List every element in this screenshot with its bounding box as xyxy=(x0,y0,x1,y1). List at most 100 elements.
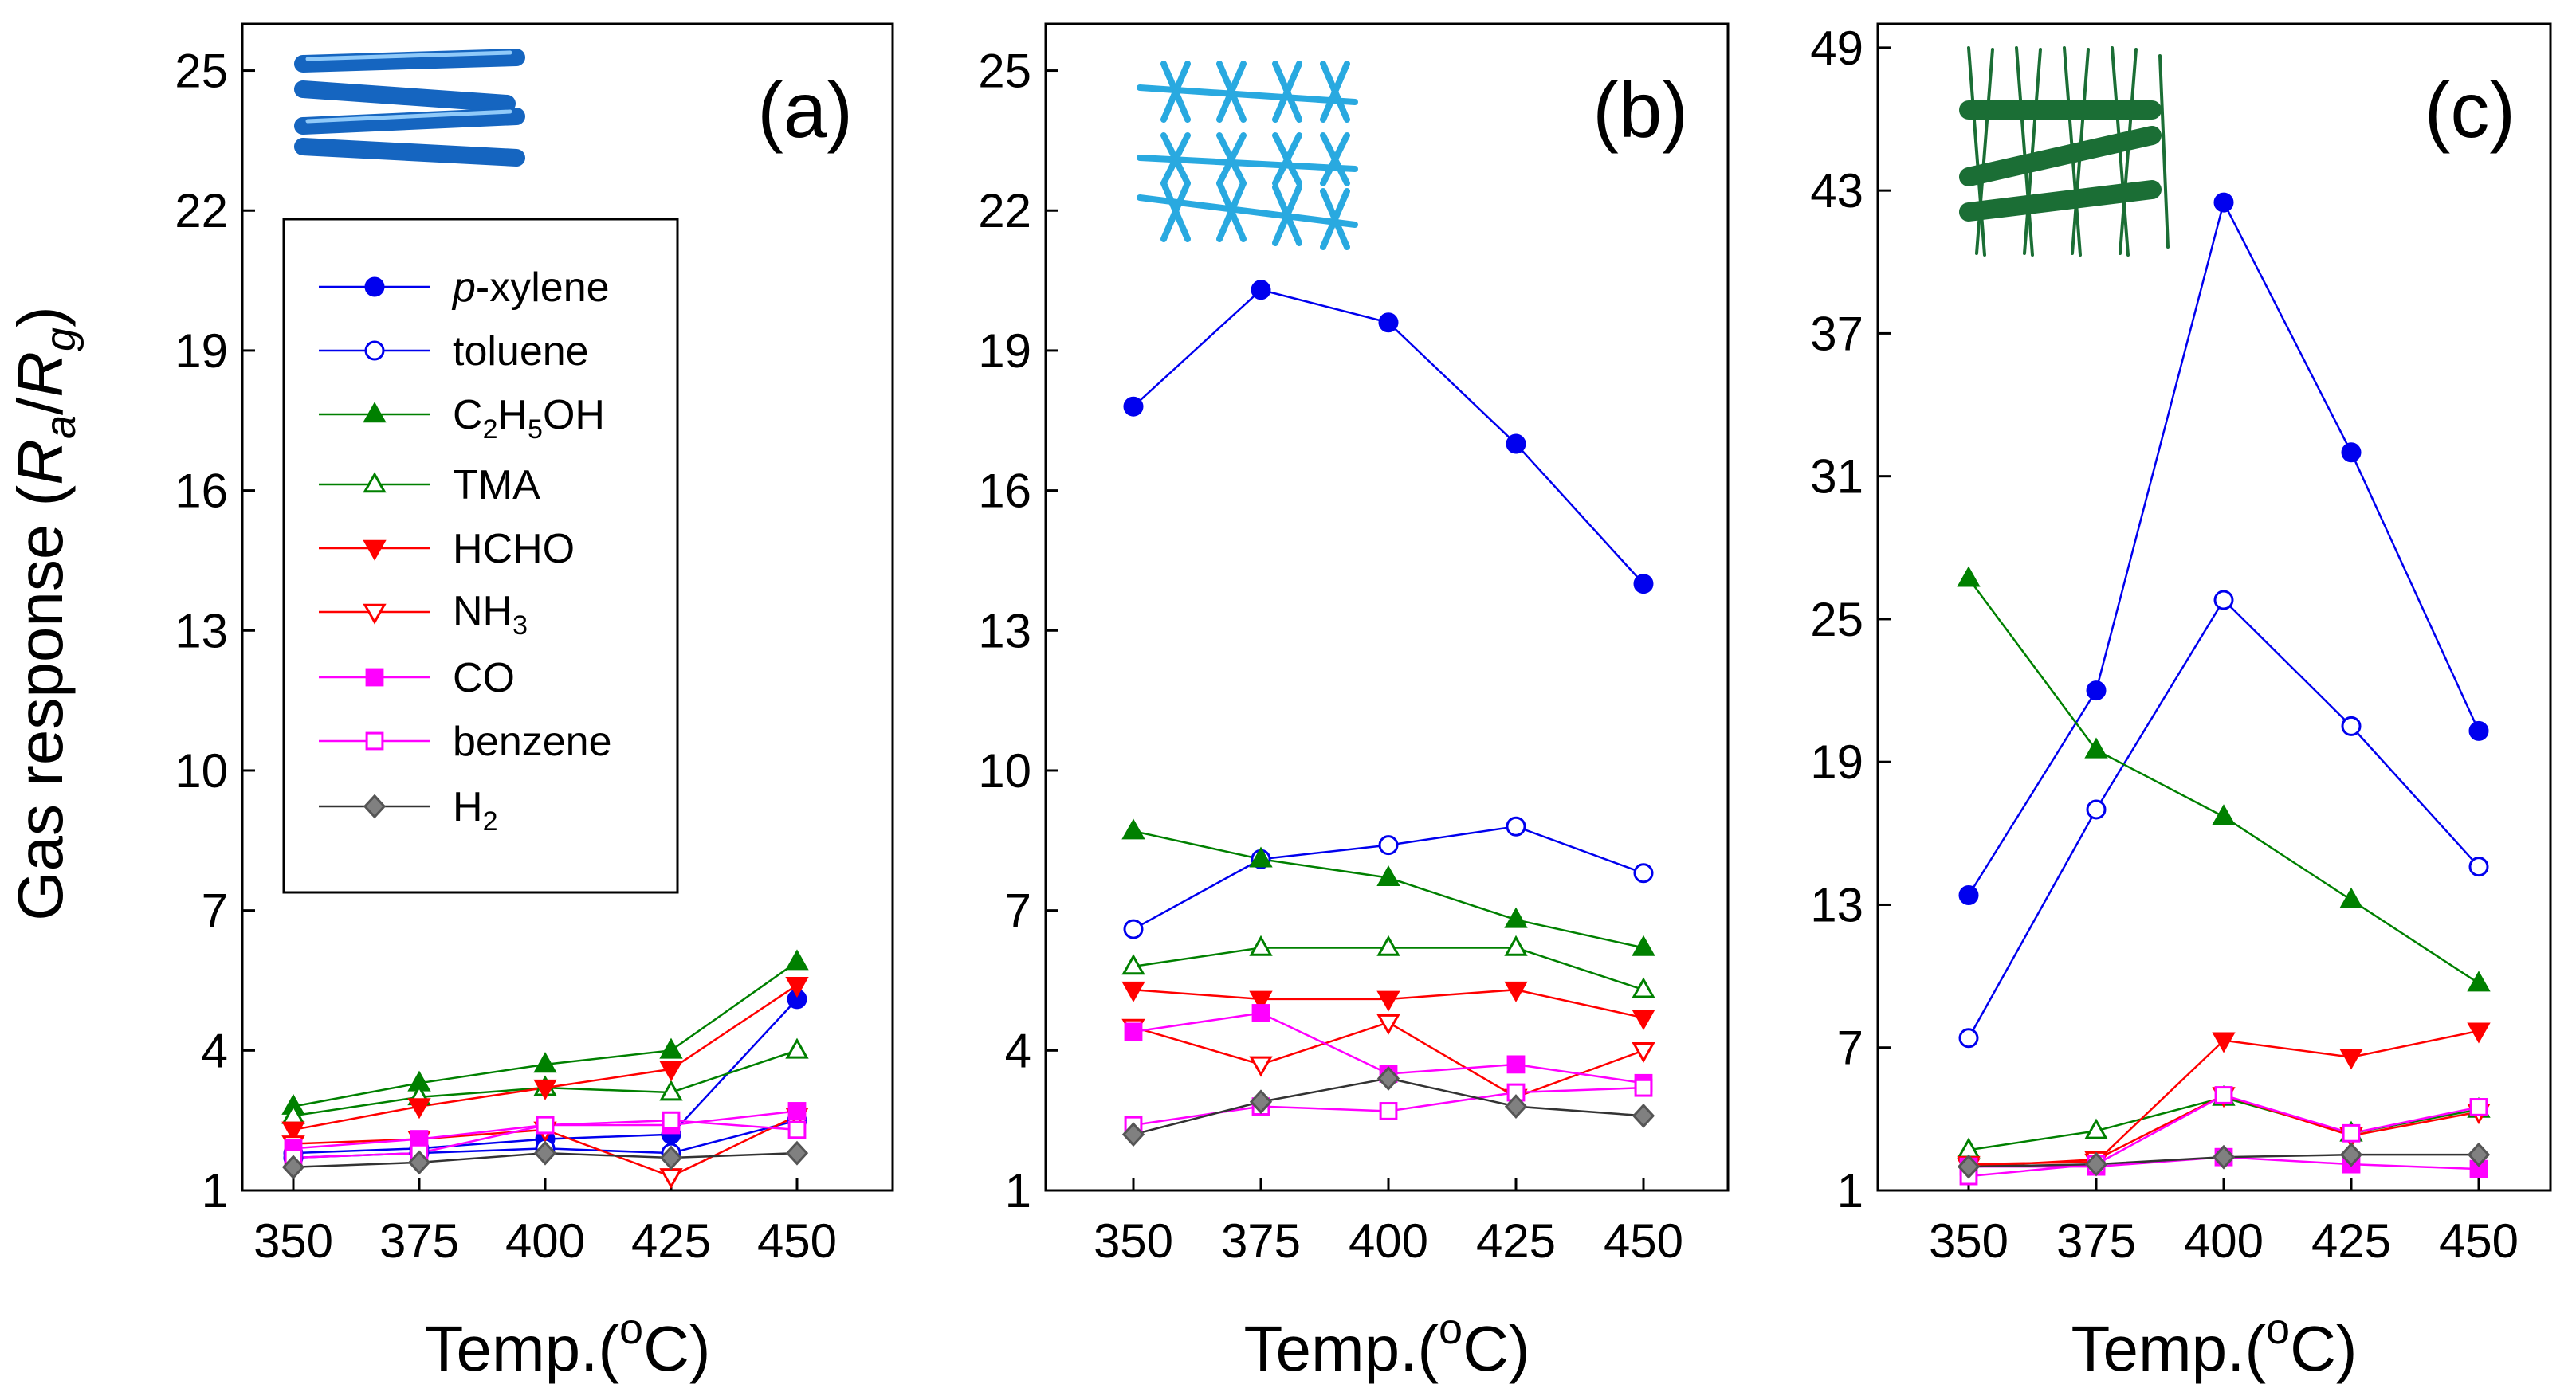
panel-c-y-tick-label: 13 xyxy=(1810,878,1863,931)
panel-c-series-line-pxylene xyxy=(1967,199,2480,896)
panel-c-data-point-c2h5oh xyxy=(2212,804,2236,825)
panel-a-y-tick-label: 1 xyxy=(202,1164,228,1218)
nanorod-bundle-icon xyxy=(294,49,525,167)
panel-b-y-tick-label: 22 xyxy=(978,184,1031,237)
panel-a-data-point-h2 xyxy=(659,1145,683,1171)
panel-a-x-axis-title: Temp.(oC) xyxy=(425,1305,711,1384)
panel-a-data-point-co xyxy=(787,1102,807,1120)
panel-b-data-point-hcho xyxy=(1632,1010,1655,1031)
legend-label-benzene: benzene xyxy=(453,719,612,765)
panel-b-data-point-nh3 xyxy=(1632,1042,1655,1064)
panel-c-x-tick-label: 400 xyxy=(2184,1214,2264,1268)
panel-c-x-axis-title-degree: o xyxy=(2266,1305,2290,1353)
panel-c-y-tick-label: 25 xyxy=(1810,593,1863,646)
y-axis-title-sub-a: a xyxy=(37,415,84,439)
legend-label-c2h5oh: C2H5OH xyxy=(453,392,605,445)
y-axis-title-r1: R xyxy=(5,439,76,485)
panel-c-tag: (c) xyxy=(2425,66,2515,154)
panel-b-x-axis-title: Temp.(oC) xyxy=(1244,1305,1530,1384)
panel-b-y-tick-label: 1 xyxy=(1005,1164,1031,1218)
panel-b-data-point-h2 xyxy=(1632,1103,1655,1128)
panel-b-data-point-benzene xyxy=(1379,1102,1398,1120)
panel-c-x-tick-label: 375 xyxy=(2056,1214,2136,1268)
panel-b-tag: (b) xyxy=(1592,66,1688,154)
legend-marker-hcho xyxy=(363,539,387,561)
legend-marker-co xyxy=(365,668,384,687)
panel-c-y-tick-label: 43 xyxy=(1810,164,1863,218)
panel-b-x-axis-title-degree: o xyxy=(1439,1305,1463,1353)
legend-label-co: CO xyxy=(453,655,515,701)
panel-b-data-point-hcho xyxy=(1504,981,1528,1002)
panel-b-data-point-nh3 xyxy=(1249,1056,1273,1077)
panel-b-y-tick-label: 13 xyxy=(978,604,1031,657)
panel-c-data-point-toluene xyxy=(2341,716,2362,736)
panel-b-y-tick-label: 7 xyxy=(1005,884,1031,938)
legend-label-c2h5oh-oh: OH xyxy=(543,392,605,438)
panel-b-data-point-co xyxy=(1251,1004,1270,1022)
legend-marker-c2h5oh xyxy=(363,402,387,423)
panel-b-data-point-c2h5oh xyxy=(1121,818,1145,840)
panel-c-plot xyxy=(1957,192,2491,1186)
panel-a-x-tick-label: 350 xyxy=(253,1214,333,1268)
panel-b-x-tick-label: 450 xyxy=(1604,1214,1683,1268)
panel-b-x-tick-label: 350 xyxy=(1094,1214,1173,1268)
panel-a-x-tick-label: 450 xyxy=(757,1214,837,1268)
panel-b-data-point-c2h5oh xyxy=(1504,907,1528,928)
panel-b-data-point-h2 xyxy=(1121,1122,1145,1147)
legend-label-pxylene-rest: -xylene xyxy=(476,265,610,311)
panel-a-y-tick-label: 22 xyxy=(175,184,228,237)
panel-c-y-tick-label: 19 xyxy=(1810,735,1863,789)
panel-c-data-point-toluene xyxy=(2468,857,2489,877)
panel-b-y-tick-label: 25 xyxy=(978,45,1031,98)
panel-a-data-point-hcho xyxy=(785,977,809,998)
panel-c-x-axis-title-prefix: Temp.( xyxy=(2071,1313,2267,1384)
panel-b-series-line-pxylene xyxy=(1133,288,1644,585)
y-axis-title-r2: R xyxy=(5,351,76,398)
panel-a-frame xyxy=(241,22,894,1192)
legend-label-c2h5oh-sub1: 2 xyxy=(483,414,498,445)
legend-label-tma: TMA xyxy=(453,462,540,508)
panel-c-data-point-toluene xyxy=(1958,1028,1979,1049)
panel-a-tag: (a) xyxy=(757,66,853,154)
panel-a-data-point-c2h5oh xyxy=(533,1052,557,1073)
panel-c-data-point-tma xyxy=(2084,1118,2108,1139)
panel-b-inset-nanostructure-icon xyxy=(1137,61,1358,250)
panel-b-data-point-pxylene xyxy=(1506,433,1526,454)
legend-label-h2: H2 xyxy=(453,784,497,837)
panel-a-data-point-c2h5oh xyxy=(785,949,809,971)
panel-b-data-point-h2 xyxy=(1249,1089,1273,1115)
panel-c-data-point-benzene xyxy=(2469,1098,2488,1116)
panel-b-data-point-h2 xyxy=(1376,1066,1400,1091)
panel-a-data-point-benzene xyxy=(787,1120,807,1139)
legend-box xyxy=(282,218,679,894)
panel-a-inset-nanorods-icon xyxy=(294,49,525,167)
panel-b: (b) 1 4 7 10 13 16 19 22 25 350 375 400 425 450 Temp.… xyxy=(978,22,1730,1384)
panel-a-y-tick-label: 25 xyxy=(175,45,228,98)
panel-c-data-point-benzene xyxy=(2342,1123,2361,1143)
panel-b-data-point-co xyxy=(1506,1055,1526,1074)
y-axis-title-sub-g: g xyxy=(37,327,84,351)
panel-a-data-point-hcho xyxy=(281,1121,305,1143)
panel-c-data-point-hcho xyxy=(2212,1032,2236,1053)
panel-b-frame xyxy=(1044,22,1730,1192)
panel-a-plot xyxy=(281,949,809,1190)
panel-c-data-point-pxylene xyxy=(1958,885,1979,906)
panel-b-x-tick-label: 400 xyxy=(1349,1214,1428,1268)
legend-label-nh3-sub: 3 xyxy=(512,610,528,641)
panel-a-x-tick-label: 375 xyxy=(379,1214,459,1268)
panel-a-data-point-benzene xyxy=(662,1111,681,1130)
panel-a-x-tick-label: 400 xyxy=(505,1214,585,1268)
panel-c-data-point-c2h5oh xyxy=(2467,971,2491,992)
legend-label-toluene: toluene xyxy=(453,328,589,374)
panel-c-frame xyxy=(1876,22,2552,1192)
panel-b-data-point-tma xyxy=(1504,935,1528,956)
panel-c-data-point-h2 xyxy=(2084,1151,2108,1177)
panel-a-x-axis-title-suffix: C) xyxy=(643,1313,710,1384)
panel-c-x-axis-title: Temp.(oC) xyxy=(2071,1305,2358,1384)
panel-a-data-point-h2 xyxy=(533,1140,557,1166)
panel-b-data-point-tma xyxy=(1632,977,1655,998)
panel-b-y-tick-label: 4 xyxy=(1005,1024,1031,1077)
panel-c-data-point-c2h5oh xyxy=(2339,887,2363,908)
panel-b-axes: 1 4 7 10 13 16 19 22 25 350 375 400 425 450 xyxy=(978,45,1683,1268)
